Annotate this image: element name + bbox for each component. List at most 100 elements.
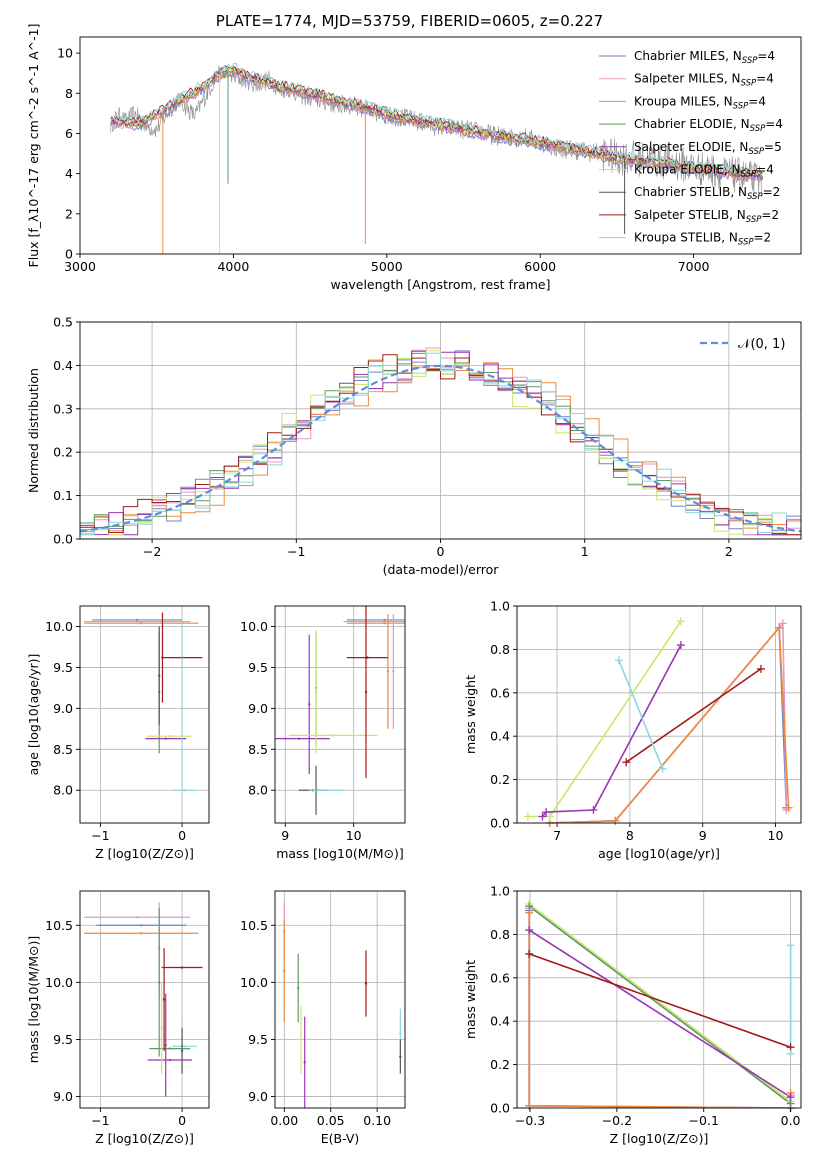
y-tick-label: 2 bbox=[65, 206, 73, 221]
data-point bbox=[168, 1047, 172, 1050]
weight-series-line bbox=[528, 910, 792, 1108]
data-point bbox=[168, 1058, 172, 1062]
weight-series-line bbox=[528, 912, 792, 1108]
y-tick-label: 10 bbox=[57, 46, 73, 61]
y-tick-label: 9.5 bbox=[248, 660, 268, 675]
data-point bbox=[314, 690, 318, 694]
x-axis-label: Z [log10(Z/Z⊙)] bbox=[95, 846, 194, 861]
x-tick-label: −1 bbox=[91, 828, 109, 843]
y-tick-label: 9.0 bbox=[53, 1089, 73, 1104]
x-tick-label: 7000 bbox=[678, 259, 710, 274]
grid bbox=[275, 891, 405, 1108]
data-point bbox=[160, 1026, 163, 1030]
x-axis-label: wavelength [Angstrom, rest frame] bbox=[330, 277, 550, 292]
x-tick-label: 0.10 bbox=[363, 1113, 391, 1128]
data-point bbox=[140, 924, 143, 927]
data-point bbox=[180, 966, 184, 969]
axes-frame bbox=[516, 890, 802, 1109]
data-point bbox=[366, 656, 369, 659]
x-tick-label: 0.0 bbox=[781, 1113, 801, 1128]
legend-label: Kroupa STELIB, NSSP=2 bbox=[634, 231, 771, 248]
weight-marker bbox=[589, 805, 598, 814]
y-tick-label: 9.0 bbox=[248, 1089, 268, 1104]
weight-marker bbox=[611, 816, 620, 825]
y-tick-label: 0.6 bbox=[490, 685, 510, 700]
y-tick-label: 10.0 bbox=[240, 619, 268, 634]
y-tick-label: 0.6 bbox=[490, 970, 510, 985]
residual-histogram bbox=[80, 352, 801, 535]
x-axis-label: age [log10(age/yr)] bbox=[598, 846, 720, 861]
x-tick-label: 0 bbox=[178, 828, 186, 843]
y-tick-label: 6 bbox=[65, 126, 73, 141]
weight-marker bbox=[784, 803, 793, 812]
y-tick-label: 0.4 bbox=[490, 729, 510, 744]
data-point bbox=[399, 1032, 402, 1035]
plot-area bbox=[110, 62, 764, 254]
x-tick-label: −2 bbox=[143, 544, 161, 559]
grid bbox=[80, 891, 209, 1108]
y-tick-label: 0 bbox=[65, 247, 73, 262]
y-axis-label: Normed distribution bbox=[26, 368, 41, 493]
data-point bbox=[168, 735, 172, 738]
x-axis-label: (data-model)/error bbox=[383, 562, 500, 577]
x-tick-label: 7 bbox=[553, 828, 561, 843]
weight-marker bbox=[676, 617, 685, 626]
weight-marker bbox=[775, 623, 784, 632]
x-tick-label: −1 bbox=[287, 544, 305, 559]
weight-marker bbox=[523, 812, 532, 821]
y-axis-label: mass weight bbox=[463, 960, 478, 1039]
x-axis-label: mass [log10(M/M⊙)] bbox=[276, 846, 404, 861]
plot-area bbox=[84, 902, 203, 1097]
weight-marker bbox=[756, 664, 765, 673]
weight-series-line bbox=[528, 929, 792, 1098]
x-tick-label: 8 bbox=[626, 828, 634, 843]
y-tick-label: 0.2 bbox=[490, 772, 510, 787]
weight-marker bbox=[538, 812, 547, 821]
data-point bbox=[399, 1055, 402, 1058]
y-tick-label: 0.8 bbox=[490, 642, 510, 657]
weight-marker bbox=[525, 949, 534, 958]
y-tick-label: 10.5 bbox=[45, 918, 73, 933]
weight-marker bbox=[525, 902, 534, 911]
y-tick-label: 8.0 bbox=[53, 783, 73, 798]
data-point bbox=[162, 998, 166, 1001]
weight-marker bbox=[525, 926, 534, 935]
weight-marker bbox=[542, 808, 551, 817]
data-point bbox=[135, 916, 139, 919]
plot-area bbox=[80, 347, 801, 536]
weight-series-line bbox=[549, 626, 788, 823]
data-point bbox=[183, 1045, 186, 1048]
axes-frame bbox=[79, 890, 210, 1109]
y-axis-label: mass [log10(M/M⊙)] bbox=[26, 936, 41, 1064]
x-tick-label: 3000 bbox=[64, 259, 96, 274]
weight-marker bbox=[786, 1049, 795, 1058]
data-point bbox=[386, 670, 390, 673]
legend-label: Salpeter MILES, NSSP=4 bbox=[634, 72, 774, 89]
x-tick-label: −0.2 bbox=[602, 1113, 632, 1128]
y-tick-label: 10.0 bbox=[45, 975, 73, 990]
x-tick-label: −0.1 bbox=[689, 1113, 719, 1128]
data-point bbox=[180, 707, 184, 710]
y-tick-label: 10.5 bbox=[240, 918, 268, 933]
x-tick-label: 0 bbox=[178, 1113, 186, 1128]
y-axis-label: age [log10(age/yr)] bbox=[26, 654, 41, 776]
y-tick-label: 0.0 bbox=[53, 532, 73, 547]
data-point bbox=[297, 986, 300, 990]
legend: Chabrier MILES, NSSP=4 Salpeter MILES, NS… bbox=[599, 49, 783, 248]
x-tick-label: 2 bbox=[725, 544, 733, 559]
x-axis-label: E(B-V) bbox=[321, 1131, 360, 1146]
weight-series-line bbox=[549, 622, 788, 823]
x-tick-label: 0.05 bbox=[317, 1113, 345, 1128]
y-tick-label: 8.5 bbox=[53, 742, 73, 757]
data-point bbox=[164, 1043, 167, 1047]
model-spectrum-line bbox=[110, 62, 763, 176]
y-tick-label: 1.0 bbox=[490, 599, 510, 614]
data-point bbox=[364, 982, 368, 985]
weight-series-line bbox=[625, 668, 762, 763]
legend-label: Chabrier MILES, NSSP=4 bbox=[634, 49, 775, 66]
data-point bbox=[297, 737, 301, 740]
x-tick-label: 0.00 bbox=[270, 1113, 298, 1128]
data-point bbox=[283, 969, 286, 973]
x-tick-label: 4000 bbox=[217, 259, 249, 274]
y-tick-label: 8.0 bbox=[248, 783, 268, 798]
